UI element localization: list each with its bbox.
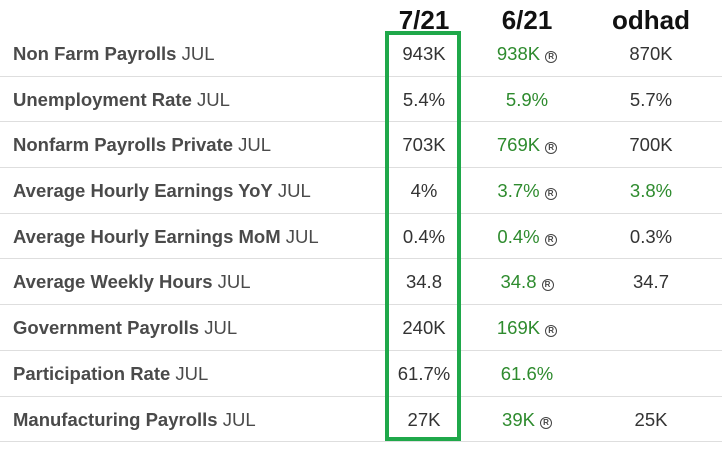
revised-icon: R (541, 279, 554, 292)
forecast-value: 0.3% (629, 225, 673, 247)
indicator-label[interactable]: Unemployment Rate JUL (13, 77, 230, 122)
table-row[interactable]: Non Farm Payrolls JUL 943K 938K R 870K (0, 31, 722, 77)
indicator-period: JUL (191, 88, 230, 110)
column-header-actual: 7/21 (398, 5, 450, 35)
previous-value: 5.9% (505, 88, 549, 110)
indicator-period: JUL (212, 271, 251, 293)
revised-icon: R (545, 51, 558, 63)
forecast-value: 34.7 (632, 271, 669, 293)
indicator-period: JUL (272, 180, 311, 202)
revised-icon: R (544, 233, 557, 246)
actual-value: 61.7% (397, 362, 451, 384)
indicator-name: Nonfarm Payrolls Private (13, 134, 234, 156)
revised-icon: R (544, 188, 557, 201)
forecast-value: 700K (629, 134, 673, 156)
table-row[interactable]: Average Hourly Earnings YoY JUL 4% 3.7% R 3.… (0, 168, 722, 214)
previous-value: 769K (496, 134, 541, 156)
previous-value-cell: 5.9%R (478, 77, 576, 122)
table-row[interactable]: Nonfarm Payrolls Private JUL 703K 769K R 700… (0, 122, 722, 169)
indicator-label[interactable]: Manufacturing Payrolls JUL (13, 397, 256, 442)
forecast-value: 25K (634, 408, 668, 430)
indicator-label[interactable]: Average Hourly Earnings YoY JUL (13, 168, 311, 213)
previous-value: 938K (496, 43, 541, 64)
indicator-name: Unemployment Rate (13, 88, 192, 110)
indicator-name: Average Weekly Hours (13, 271, 213, 293)
indicator-period: JUL (176, 43, 215, 64)
table-header: 7/21 6/21 odhad (0, 4, 722, 36)
actual-value: 34.8 (405, 271, 442, 293)
column-header-previous: 6/21 (501, 5, 553, 35)
indicator-period: JUL (233, 134, 272, 156)
indicator-period: JUL (280, 225, 319, 247)
forecast-value: 870K (629, 43, 673, 64)
indicator-label[interactable]: Average Weekly Hours JUL (13, 259, 251, 304)
revised-icon: R (545, 142, 558, 155)
indicator-name: Average Hourly Earnings MoM (13, 225, 281, 247)
table-row[interactable]: Average Hourly Earnings MoM JUL 0.4% 0.4% R… (0, 214, 722, 260)
actual-value: 943K (402, 43, 446, 64)
actual-value: 240K (402, 317, 446, 339)
indicator-name: Non Farm Payrolls (13, 43, 177, 64)
indicator-name: Average Hourly Earnings YoY (13, 180, 273, 202)
previous-value-cell: 169K R (478, 305, 576, 350)
table-row[interactable]: Participation Rate JUL 61.7% 61.6%R (0, 351, 722, 397)
actual-value: 5.4% (402, 88, 446, 110)
indicator-name: Government Payrolls (13, 317, 200, 339)
forecast-value: 5.7% (629, 88, 673, 110)
table-row[interactable]: Manufacturing Payrolls JUL 27K 39K R 25K (0, 397, 722, 443)
previous-value: 34.8 (500, 271, 537, 293)
indicator-name: Participation Rate (13, 362, 171, 384)
indicator-period: JUL (199, 317, 238, 339)
indicator-label[interactable]: Non Farm Payrolls JUL (13, 31, 215, 76)
revised-icon: R (545, 325, 558, 338)
table-row[interactable]: Unemployment Rate JUL 5.4% 5.9%R 5.7% (0, 77, 722, 123)
indicator-period: JUL (217, 408, 256, 430)
previous-value-cell: 3.7% R (478, 168, 576, 213)
previous-value-cell: 61.6%R (478, 351, 576, 396)
previous-value: 169K (496, 317, 541, 339)
table-body: Non Farm Payrolls JUL 943K 938K R 870K Unempl… (0, 31, 722, 443)
indicator-label[interactable]: Average Hourly Earnings MoM JUL (13, 214, 319, 259)
previous-value-cell: 34.8 R (478, 259, 576, 304)
previous-value-cell: 938K R (478, 31, 576, 76)
previous-value: 61.6% (500, 362, 554, 384)
column-header-forecast: odhad (612, 5, 690, 35)
forecast-value: 3.8% (629, 180, 673, 202)
actual-value: 703K (402, 134, 446, 156)
indicator-label[interactable]: Participation Rate JUL (13, 351, 208, 396)
indicator-label[interactable]: Government Payrolls JUL (13, 305, 237, 350)
previous-value-cell: 0.4% R (478, 214, 576, 259)
previous-value: 0.4% (497, 225, 540, 247)
indicator-label[interactable]: Nonfarm Payrolls Private JUL (13, 122, 271, 167)
table-row[interactable]: Average Weekly Hours JUL 34.8 34.8 R 34.7 (0, 259, 722, 306)
revised-icon: R (539, 416, 552, 429)
table-row[interactable]: Government Payrolls JUL 240K 169K R (0, 305, 722, 351)
actual-value: 0.4% (402, 225, 446, 247)
actual-value: 27K (407, 408, 441, 430)
previous-value: 3.7% (497, 180, 540, 202)
previous-value-cell: 39K R (478, 397, 576, 442)
previous-value-cell: 769K R (478, 122, 576, 167)
actual-value: 4% (410, 180, 438, 202)
indicator-name: Manufacturing Payrolls (13, 408, 218, 430)
previous-value: 39K (502, 408, 535, 430)
indicator-period: JUL (170, 362, 209, 384)
